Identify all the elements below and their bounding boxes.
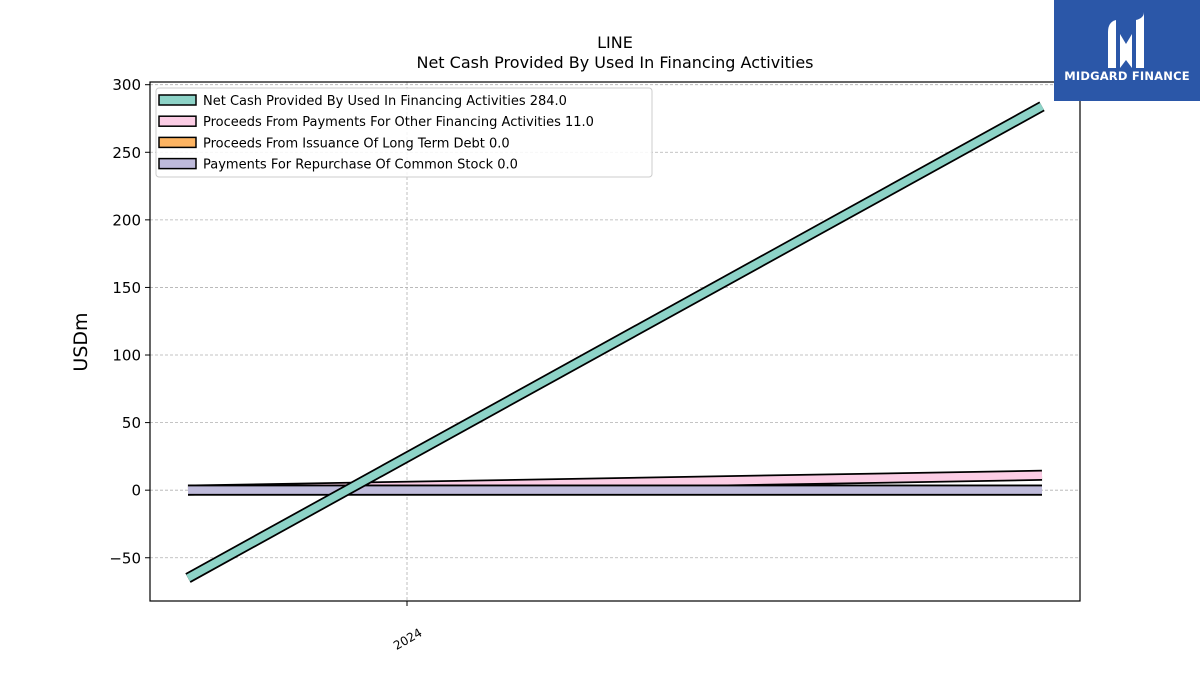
legend-label: Proceeds From Payments For Other Financi… <box>203 115 594 130</box>
chart-title: LINE <box>597 33 633 52</box>
legend-swatch <box>158 94 197 106</box>
y-tick-label: 150 <box>112 279 141 297</box>
series-line-fill <box>186 103 1044 582</box>
y-tick-label: 100 <box>112 347 141 365</box>
legend: Net Cash Provided By Used In Financing A… <box>155 87 653 178</box>
series-group <box>185 101 1045 583</box>
legend-label: Proceeds From Issuance Of Long Term Debt… <box>203 136 510 151</box>
y-tick-label: 200 <box>112 211 141 229</box>
brand-logo: MIDGARD FINANCE <box>1054 0 1200 101</box>
legend-label: Net Cash Provided By Used In Financing A… <box>203 94 567 109</box>
logo-mark-icon <box>1108 12 1144 68</box>
legend-swatch <box>158 157 197 170</box>
brand-name: MIDGARD FINANCE <box>1064 69 1190 83</box>
legend-swatch <box>158 115 197 127</box>
series-line <box>185 101 1045 583</box>
y-axis-label: USDm <box>70 312 92 371</box>
legend-swatch <box>158 136 197 149</box>
plot-frame <box>149 81 1081 602</box>
legend-label: Payments For Repurchase Of Common Stock … <box>203 158 518 173</box>
y-tick-label: −50 <box>109 549 141 567</box>
y-tick-label: 300 <box>112 76 141 94</box>
y-tick-label: 0 <box>131 482 141 500</box>
chart-subtitle: Net Cash Provided By Used In Financing A… <box>416 53 813 72</box>
y-tick-label: 50 <box>122 414 141 432</box>
x-tick-label: 2024 <box>391 625 424 652</box>
legend-box <box>155 87 653 178</box>
y-tick-label: 250 <box>112 144 141 162</box>
